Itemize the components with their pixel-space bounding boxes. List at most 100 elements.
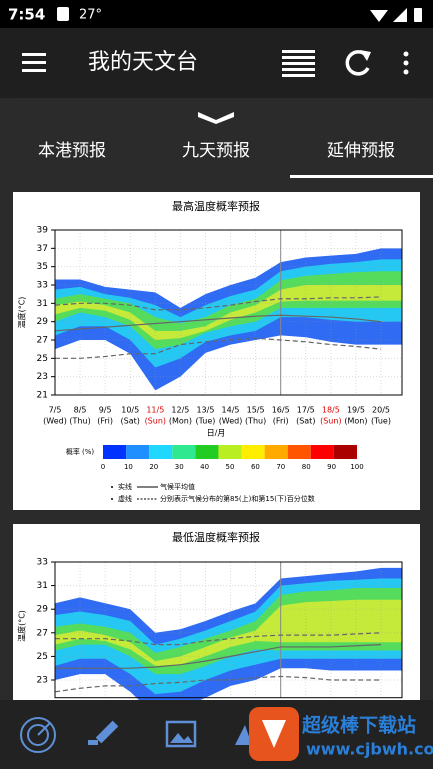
y-tick-label: 31 — [37, 299, 48, 309]
percentile-line — [55, 337, 382, 359]
x-tick-label: (Tue) — [371, 417, 391, 426]
tab-selected[interactable]: 延伸预报 — [327, 141, 395, 161]
y-tick-label: 33 — [37, 281, 48, 291]
colorbar-swatch — [287, 445, 311, 459]
app-bar — [0, 28, 433, 98]
refresh-button[interactable] — [345, 50, 371, 76]
chart-title: 最高温度概率预报 — [172, 199, 260, 213]
percentile-line — [55, 632, 382, 646]
tab[interactable]: 本港预报 — [38, 141, 106, 161]
colorbar-tick-label: 50 — [226, 463, 235, 471]
x-tick-label: 10/5 — [121, 406, 139, 415]
nav-icon[interactable] — [235, 725, 252, 745]
watermark-url: www.cjbwh.com — [306, 740, 433, 759]
legend-bullet — [111, 498, 113, 500]
colorbar-tick-label: 100 — [350, 463, 363, 471]
colorbar-swatch — [149, 445, 173, 459]
probability-band — [55, 285, 402, 340]
x-tick-label: 11/5 — [146, 406, 164, 415]
percentile-line — [54, 675, 381, 693]
list-button[interactable] — [282, 50, 315, 77]
y-tick-label: 21 — [37, 391, 48, 401]
y-tick-label: 33 — [37, 558, 48, 568]
x-tick-label: (Sat) — [296, 417, 315, 426]
x-tick-label: (Fri) — [273, 417, 289, 426]
status-bar — [0, 0, 433, 28]
colorbar-label: 概率 (%) — [66, 447, 95, 456]
x-tick-label: 14/5 — [222, 406, 240, 415]
legend-bullet — [111, 486, 113, 488]
x-tick-label: (Sun) — [320, 417, 341, 426]
x-tick-label: 20/5 — [372, 406, 390, 415]
y-tick-label: 29 — [37, 317, 49, 327]
x-tick-label: (Tue) — [196, 417, 216, 426]
plot-frame — [54, 561, 403, 699]
chart-title: 最低温度概率预报 — [172, 530, 260, 544]
y-tick-label: 39 — [37, 226, 49, 236]
tab-indicator — [290, 175, 433, 178]
colorbar-tick-label: 60 — [251, 463, 260, 471]
tab[interactable]: 九天预报 — [182, 141, 250, 161]
status-temp: 27° — [79, 8, 102, 23]
legend-name: 虚线 — [118, 494, 132, 503]
y-tick-label: 25 — [37, 354, 48, 364]
x-tick-label: (Wed) — [219, 417, 243, 426]
y-tick-label: 27 — [37, 336, 48, 346]
colorbar-tick-label: 30 — [175, 463, 184, 471]
x-tick-label: 9/5 — [99, 406, 112, 415]
colorbar-swatch — [264, 445, 288, 459]
legend-desc: 气候平均值 — [160, 482, 195, 491]
y-tick-label: 35 — [37, 262, 48, 272]
x-tick-label: (Thu) — [69, 417, 90, 426]
colorbar-swatch — [103, 445, 127, 459]
x-tick-label: 18/5 — [322, 406, 340, 415]
y-axis-label: 温度(°C) — [17, 297, 27, 329]
colorbar-swatch — [241, 445, 265, 459]
radar-icon[interactable] — [20, 717, 56, 753]
colorbar-tick-label: 40 — [200, 463, 209, 471]
satellite-icon[interactable] — [88, 720, 119, 745]
mean-line — [54, 314, 382, 332]
y-tick-label: 23 — [37, 372, 48, 382]
colorbar-tick-label: 0 — [101, 463, 105, 471]
y-tick-label: 23 — [37, 676, 48, 686]
probability-band — [55, 599, 402, 666]
y-axis-label: 温度(°C) — [17, 610, 27, 642]
app-title: 我的天文台 — [88, 50, 198, 75]
x-tick-label: 15/5 — [247, 406, 265, 415]
colorbar-tick-label: 20 — [149, 463, 158, 471]
x-tick-label: (Sat) — [121, 417, 140, 426]
x-tick-label: (Thu) — [245, 417, 266, 426]
y-tick-label: 29 — [37, 605, 49, 615]
sheet-handle[interactable] — [198, 112, 234, 124]
x-tick-label: 16/5 — [272, 406, 290, 415]
image-icon[interactable] — [165, 720, 197, 748]
legend-name: 实线 — [118, 482, 132, 491]
x-tick-label: 12/5 — [171, 406, 189, 415]
x-tick-label: (Mon) — [344, 417, 367, 426]
status-icon — [57, 7, 69, 21]
colorbar-tick-label: 10 — [124, 463, 133, 471]
x-tick-label: (Sun) — [145, 417, 166, 426]
y-tick-label: 25 — [37, 652, 48, 662]
x-tick-label: (Mon) — [169, 417, 192, 426]
y-tick-label: 31 — [37, 581, 48, 591]
x-tick-label: 17/5 — [297, 406, 315, 415]
colorbar-swatch — [126, 445, 150, 459]
signal-icon — [393, 8, 407, 22]
colorbar-swatch — [310, 445, 334, 459]
x-tick-label: 19/5 — [347, 406, 365, 415]
x-tick-label: (Fri) — [97, 417, 113, 426]
x-tick-label: 7/5 — [49, 406, 62, 415]
more-button[interactable] — [403, 51, 409, 75]
colorbar-tick-label: 80 — [302, 463, 311, 471]
legend-desc: 分别表示气候分布的第85(上)和第15(下)百分位数 — [160, 494, 315, 503]
menu-button[interactable] — [22, 53, 46, 72]
plot-frame — [54, 229, 403, 396]
percentile-line — [54, 296, 382, 311]
battery-icon — [414, 8, 422, 22]
